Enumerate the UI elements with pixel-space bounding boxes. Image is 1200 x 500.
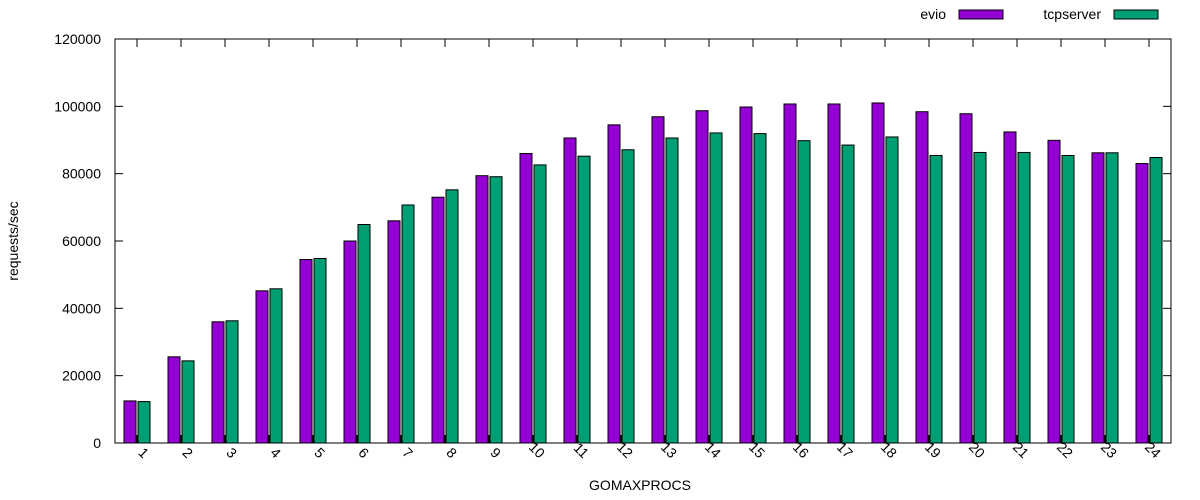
bar-evio-18 (871, 102, 885, 444)
legend-label-evio: evio (920, 6, 946, 22)
y-tick-label: 60000 (62, 233, 101, 249)
legend: evio tcpserver (920, 6, 1159, 22)
bar-tcpserver-13 (665, 137, 679, 444)
bar-tcpserver-9 (489, 176, 503, 444)
bar-evio-13 (651, 116, 665, 444)
legend-swatch-evio (958, 9, 1004, 20)
bar-evio-24 (1135, 163, 1149, 444)
bar-tcpserver-5 (313, 258, 327, 444)
x-axis-label: GOMAXPROCS (589, 477, 691, 493)
x-tick-label: 4 (267, 444, 284, 461)
bar-tcpserver-22 (1061, 154, 1075, 444)
bar-tcpserver-1 (137, 401, 151, 444)
y-tick-label: 0 (93, 435, 101, 451)
bar-evio-11 (563, 137, 577, 444)
bar-evio-1 (123, 400, 137, 444)
bar-tcpserver-19 (929, 154, 943, 444)
bar-tcpserver-24 (1149, 157, 1163, 444)
x-tick-label: 9 (487, 444, 504, 461)
bar-tcpserver-7 (401, 204, 415, 444)
bar-evio-2 (167, 356, 181, 444)
bar-evio-22 (1047, 139, 1061, 444)
x-tick-label: 7 (399, 444, 416, 461)
bars (123, 102, 1163, 444)
y-tick-label: 120000 (54, 31, 101, 47)
bar-tcpserver-23 (1105, 152, 1119, 444)
y-tick-label: 40000 (62, 300, 101, 316)
legend-swatch-tcpserver (1113, 9, 1159, 20)
bar-evio-4 (255, 290, 269, 444)
x-tick-label: 5 (311, 444, 328, 461)
bar-tcpserver-14 (709, 132, 723, 444)
bar-evio-19 (915, 111, 929, 444)
bar-evio-7 (387, 220, 401, 444)
bar-evio-14 (695, 110, 709, 444)
bar-tcpserver-8 (445, 189, 459, 444)
x-tick-label: 8 (443, 444, 460, 461)
bar-tcpserver-12 (621, 149, 635, 444)
bar-evio-23 (1091, 152, 1105, 444)
bar-tcpserver-11 (577, 155, 591, 444)
bar-evio-8 (431, 196, 445, 444)
bar-tcpserver-17 (841, 144, 855, 444)
bar-tcpserver-18 (885, 136, 899, 444)
bar-evio-20 (959, 113, 973, 444)
bar-tcpserver-15 (753, 133, 767, 444)
bar-evio-17 (827, 103, 841, 444)
bar-evio-21 (1003, 131, 1017, 444)
bar-evio-6 (343, 240, 357, 444)
bar-evio-12 (607, 124, 621, 444)
x-tick-label: 1 (135, 444, 152, 461)
x-tick-label: 2 (179, 444, 196, 461)
bar-evio-5 (299, 259, 313, 444)
bar-tcpserver-16 (797, 140, 811, 444)
bar-tcpserver-10 (533, 164, 547, 444)
y-tick-label: 100000 (54, 98, 101, 114)
y-tick-label: 80000 (62, 166, 101, 182)
bar-evio-10 (519, 152, 533, 444)
bar-evio-16 (783, 103, 797, 444)
bar-evio-15 (739, 106, 753, 444)
y-axis-ticks: 0 20000 40000 60000 80000 100000 120000 (54, 31, 1171, 451)
bar-tcpserver-4 (269, 288, 283, 444)
bar-tcpserver-21 (1017, 151, 1031, 444)
bar-evio-3 (211, 321, 225, 444)
bar-tcpserver-2 (181, 360, 195, 444)
y-axis-label: requests/sec (5, 201, 21, 280)
bar-tcpserver-20 (973, 151, 987, 444)
x-tick-label: 6 (355, 444, 372, 461)
legend-label-tcpserver: tcpserver (1043, 6, 1101, 22)
plot-frame (114, 38, 1172, 444)
bar-tcpserver-3 (225, 320, 239, 444)
bar-evio-9 (475, 175, 489, 444)
y-tick-label: 20000 (62, 368, 101, 384)
bar-tcpserver-6 (357, 224, 371, 444)
x-tick-label: 3 (223, 444, 240, 461)
